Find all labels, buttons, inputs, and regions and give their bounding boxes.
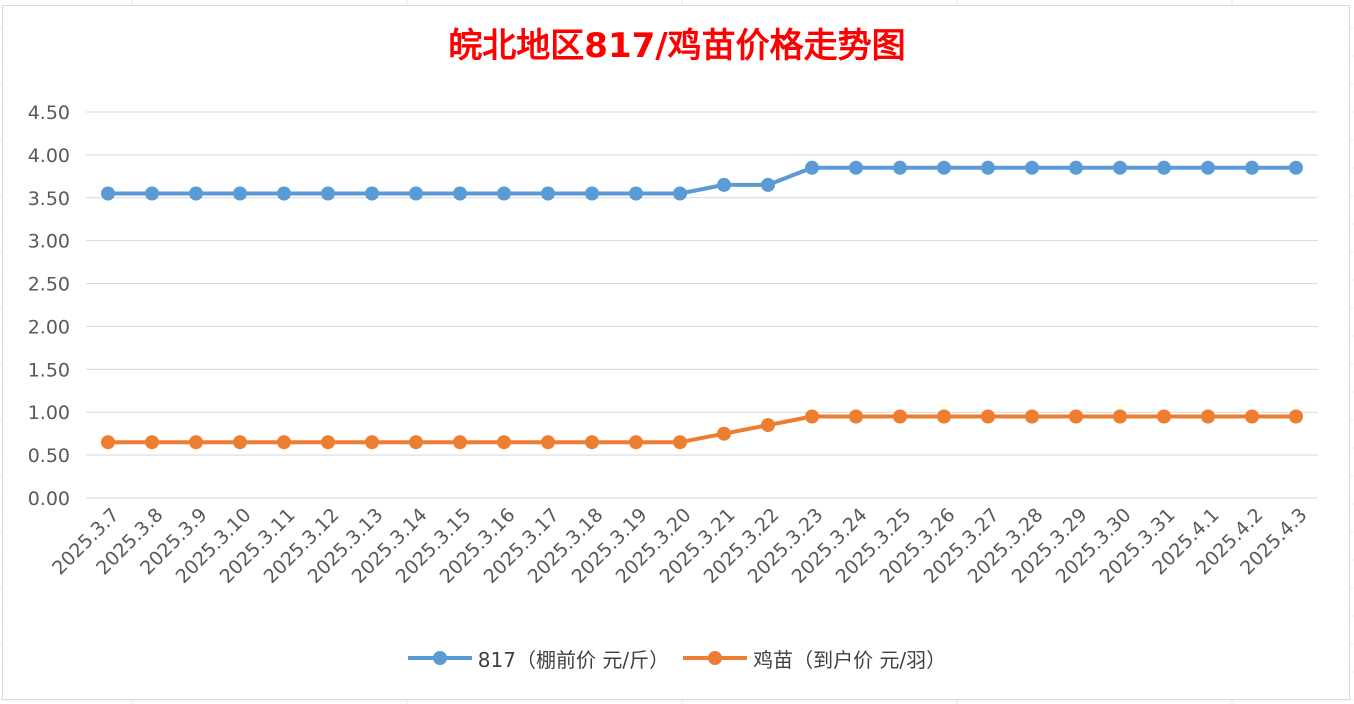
data-point-series-1[interactable] xyxy=(365,435,379,450)
data-point-series-0[interactable] xyxy=(453,186,467,201)
y-tick-label: 3.00 xyxy=(28,231,70,253)
y-tick-label: 0.50 xyxy=(28,445,70,467)
data-point-series-0[interactable] xyxy=(585,186,599,201)
data-point-series-0[interactable] xyxy=(1157,160,1171,175)
data-point-series-0[interactable] xyxy=(541,186,555,201)
data-point-series-0[interactable] xyxy=(409,186,423,201)
data-point-series-0[interactable] xyxy=(805,160,819,175)
legend-item-chick[interactable]: 鸡苗（到户价 元/羽） xyxy=(683,644,946,673)
data-point-series-1[interactable] xyxy=(1289,409,1303,424)
data-point-series-0[interactable] xyxy=(497,186,511,201)
data-point-series-1[interactable] xyxy=(1201,409,1215,424)
data-point-series-0[interactable] xyxy=(1201,160,1215,175)
data-point-series-0[interactable] xyxy=(321,186,335,201)
data-point-series-0[interactable] xyxy=(629,186,643,201)
legend-label-817: 817（棚前价 元/斤） xyxy=(477,647,670,672)
data-point-series-0[interactable] xyxy=(849,160,863,175)
y-tick-label: 4.50 xyxy=(28,102,70,124)
data-point-series-1[interactable] xyxy=(629,435,643,450)
chart-area[interactable] xyxy=(2,5,1350,700)
y-tick-label: 1.00 xyxy=(28,402,70,424)
data-point-series-1[interactable] xyxy=(233,435,247,450)
series-line-0 xyxy=(108,165,1296,196)
data-point-series-1[interactable] xyxy=(189,435,203,450)
data-point-series-1[interactable] xyxy=(321,435,335,450)
data-point-series-1[interactable] xyxy=(277,435,291,450)
data-point-series-0[interactable] xyxy=(1245,160,1259,175)
data-point-series-1[interactable] xyxy=(1025,409,1039,424)
data-point-series-1[interactable] xyxy=(145,435,159,450)
data-point-series-0[interactable] xyxy=(1289,160,1303,175)
data-point-series-0[interactable] xyxy=(937,160,951,175)
data-point-series-0[interactable] xyxy=(893,160,907,175)
legend-item-817[interactable]: 817（棚前价 元/斤） xyxy=(407,644,670,673)
legend-swatch-chick xyxy=(683,651,748,665)
data-point-series-0[interactable] xyxy=(365,186,379,201)
data-point-series-1[interactable] xyxy=(981,409,995,424)
y-tick-label: 0.00 xyxy=(28,488,70,510)
data-point-series-1[interactable] xyxy=(893,409,907,424)
data-point-series-0[interactable] xyxy=(981,160,995,175)
data-point-series-1[interactable] xyxy=(849,409,863,424)
data-point-series-0[interactable] xyxy=(189,186,203,201)
data-point-series-1[interactable] xyxy=(673,435,687,450)
data-point-series-0[interactable] xyxy=(145,186,159,201)
data-point-series-1[interactable] xyxy=(409,435,423,450)
data-point-series-1[interactable] xyxy=(1245,409,1259,424)
y-tick-label: 1.50 xyxy=(28,359,70,381)
data-point-series-0[interactable] xyxy=(673,186,687,201)
data-point-series-1[interactable] xyxy=(937,409,951,424)
series-line-1 xyxy=(108,414,1296,445)
y-tick-label: 2.00 xyxy=(28,316,70,338)
data-point-series-1[interactable] xyxy=(1157,409,1171,424)
data-point-series-1[interactable] xyxy=(101,435,115,450)
data-point-series-0[interactable] xyxy=(277,186,291,201)
data-point-series-0[interactable] xyxy=(1025,160,1039,175)
data-point-series-1[interactable] xyxy=(805,409,819,424)
data-point-series-0[interactable] xyxy=(1069,160,1083,175)
data-point-series-1[interactable] xyxy=(453,435,467,450)
data-point-series-1[interactable] xyxy=(761,418,775,433)
data-point-series-0[interactable] xyxy=(761,177,775,192)
data-point-series-0[interactable] xyxy=(233,186,247,201)
y-tick-label: 3.50 xyxy=(28,188,70,210)
data-point-series-0[interactable] xyxy=(717,177,731,192)
data-point-series-1[interactable] xyxy=(541,435,555,450)
legend-label-chick: 鸡苗（到户价 元/羽） xyxy=(753,647,947,672)
data-point-series-0[interactable] xyxy=(1113,160,1127,175)
data-point-series-0[interactable] xyxy=(101,186,115,201)
legend-marker-chick xyxy=(708,651,723,665)
data-point-series-1[interactable] xyxy=(585,435,599,450)
y-tick-label: 2.50 xyxy=(28,274,70,296)
chart-title: 皖北地区817/鸡苗价格走势图 xyxy=(448,26,906,66)
legend-marker-817 xyxy=(432,651,447,665)
y-tick-label: 4.00 xyxy=(28,145,70,167)
legend: 817（棚前价 元/斤） 鸡苗（到户价 元/羽） xyxy=(0,640,1354,676)
data-point-series-1[interactable] xyxy=(717,426,731,441)
data-point-series-1[interactable] xyxy=(1113,409,1127,424)
data-point-series-1[interactable] xyxy=(497,435,511,450)
data-point-series-1[interactable] xyxy=(1069,409,1083,424)
legend-swatch-817 xyxy=(407,651,472,665)
